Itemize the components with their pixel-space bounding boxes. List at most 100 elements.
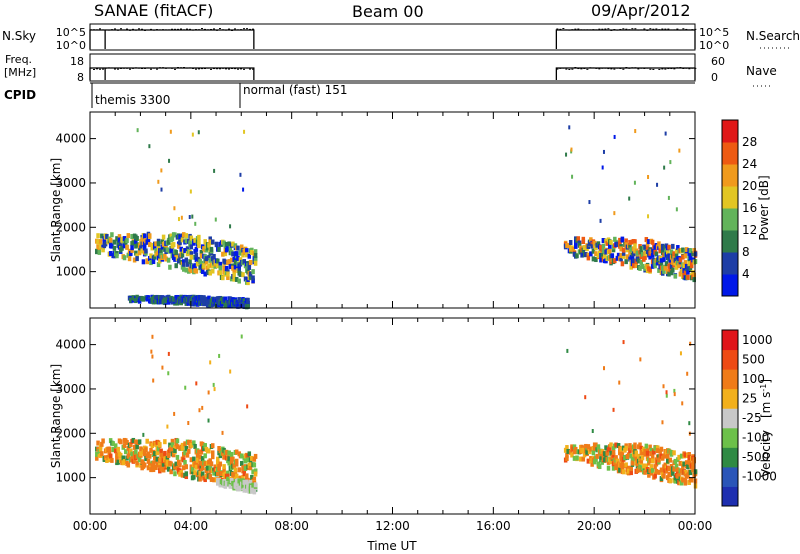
echo-cell: [619, 446, 623, 452]
echo-cell: [637, 453, 641, 459]
echo-cell: [103, 241, 108, 247]
echo-cell: [145, 258, 149, 264]
echo-cell: [202, 262, 206, 268]
echo-cell: [161, 461, 166, 467]
echo-cell: [159, 466, 163, 472]
echo-cell: [139, 245, 143, 251]
echo-cell: [207, 263, 211, 269]
echo-cell: [687, 452, 691, 458]
echo-cell: [631, 251, 636, 257]
echo-cell: [673, 257, 678, 263]
echo-cell: [130, 456, 134, 462]
echo-cell: [618, 380, 621, 385]
nave-point: [592, 67, 595, 69]
echo-cell: [563, 447, 568, 453]
echo-cell: [606, 465, 611, 471]
echo-cell: [251, 482, 255, 488]
nsearch-point: [583, 29, 586, 31]
nsearch-point: [159, 29, 161, 31]
echo-cell: [248, 271, 253, 277]
nave-point: [640, 67, 643, 69]
echo-cell: [639, 246, 644, 252]
echo-cell: [671, 267, 675, 273]
echo-cell: [608, 243, 612, 249]
echo-cell: [166, 424, 169, 429]
x-tick-label: 00:00: [678, 519, 713, 533]
echo-cell: [568, 449, 573, 455]
echo-cell: [625, 254, 630, 260]
nsearch-point: [135, 29, 137, 31]
echo-cell: [182, 259, 186, 265]
echo-cell: [207, 390, 210, 395]
nave-point: [153, 67, 155, 69]
y-tick-label: 2000: [55, 426, 86, 440]
echo-cell: [238, 271, 243, 277]
echo-cell: [169, 469, 173, 475]
nsearch-point: [105, 29, 107, 31]
echo-cell: [565, 445, 569, 451]
echo-cell: [568, 125, 571, 130]
nave-point: [162, 67, 164, 69]
echo-cell: [630, 456, 635, 462]
echo-cell: [681, 254, 685, 260]
echo-cell: [184, 257, 189, 263]
echo-cell: [247, 264, 252, 270]
echo-cell: [677, 472, 681, 478]
echo-cell: [116, 240, 120, 246]
nsearch-point: [571, 29, 574, 31]
echo-cell: [634, 263, 638, 269]
echo-cell: [173, 206, 176, 211]
echo-cell: [226, 478, 230, 484]
freq-trace: [89, 67, 697, 80]
echo-cell: [155, 456, 160, 462]
echo-cell: [242, 259, 247, 265]
colorbar-tick-label: -25: [742, 411, 762, 425]
echo-cell: [603, 366, 606, 371]
echo-cell: [126, 233, 131, 239]
velocity-colorbar-label-text: Velocity: [759, 430, 773, 477]
nave-point: [114, 68, 116, 70]
nsearch-point: [673, 29, 676, 31]
echo-cell: [645, 450, 650, 456]
echo-cell: [173, 411, 176, 416]
echo-cell: [682, 265, 686, 271]
echo-cell: [126, 462, 131, 468]
echo-cell: [217, 246, 221, 252]
nave-point: [207, 67, 209, 69]
echo-cell: [132, 257, 137, 263]
echo-cell: [131, 240, 136, 246]
nave-point: [123, 67, 125, 69]
echo-cell: [584, 443, 588, 449]
echo-cell: [619, 456, 623, 462]
echo-cell: [194, 257, 199, 263]
echo-cell: [631, 263, 636, 269]
echo-cell: [183, 450, 187, 456]
nave-point: [102, 68, 104, 70]
echo-cell: [595, 453, 599, 459]
echo-cell: [571, 246, 575, 252]
echo-cell: [161, 365, 164, 370]
echo-cell: [185, 452, 190, 458]
freq-unit-label: [MHz]: [4, 66, 36, 79]
echo-cell: [250, 455, 254, 461]
echo-cell: [173, 448, 177, 454]
echo-cell: [594, 442, 598, 448]
echo-cell: [604, 445, 608, 451]
echo-cell: [199, 460, 204, 466]
echo-cell: [669, 264, 674, 270]
echo-cell: [208, 458, 212, 464]
echo-cell: [650, 458, 655, 464]
echo-cell: [648, 457, 652, 463]
nsearch-point: [580, 29, 583, 31]
echo-cell: [613, 258, 617, 264]
nsearch-point: [243, 28, 245, 30]
nsearch-point: [607, 28, 610, 30]
echo-cell: [654, 468, 659, 474]
echo-cell: [246, 297, 250, 303]
echo-cell: [188, 240, 192, 246]
nsearch-point: [138, 28, 140, 30]
echo-cell: [565, 242, 569, 248]
echo-cell: [246, 280, 250, 286]
echo-cell: [608, 248, 612, 254]
nsearch-point: [147, 29, 149, 31]
